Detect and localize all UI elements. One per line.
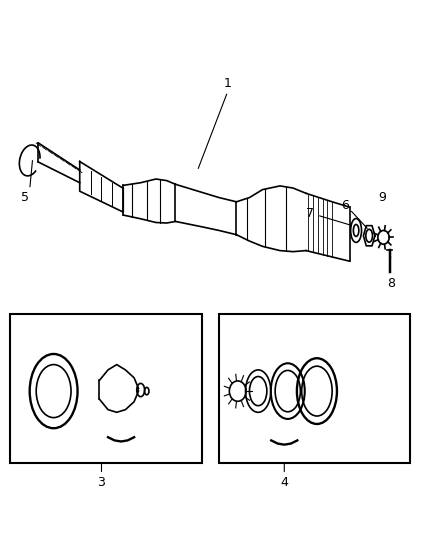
Text: 8: 8	[387, 277, 395, 290]
Ellipse shape	[351, 219, 361, 243]
Text: 7: 7	[307, 207, 314, 220]
Text: 4: 4	[280, 477, 288, 489]
Bar	[219, 314, 410, 463]
Text: 6: 6	[341, 199, 349, 212]
Text: 9: 9	[378, 191, 386, 204]
Text: 1: 1	[224, 77, 232, 90]
Text: 5: 5	[21, 191, 29, 204]
Text: 3: 3	[98, 477, 106, 489]
Bar	[10, 314, 201, 463]
